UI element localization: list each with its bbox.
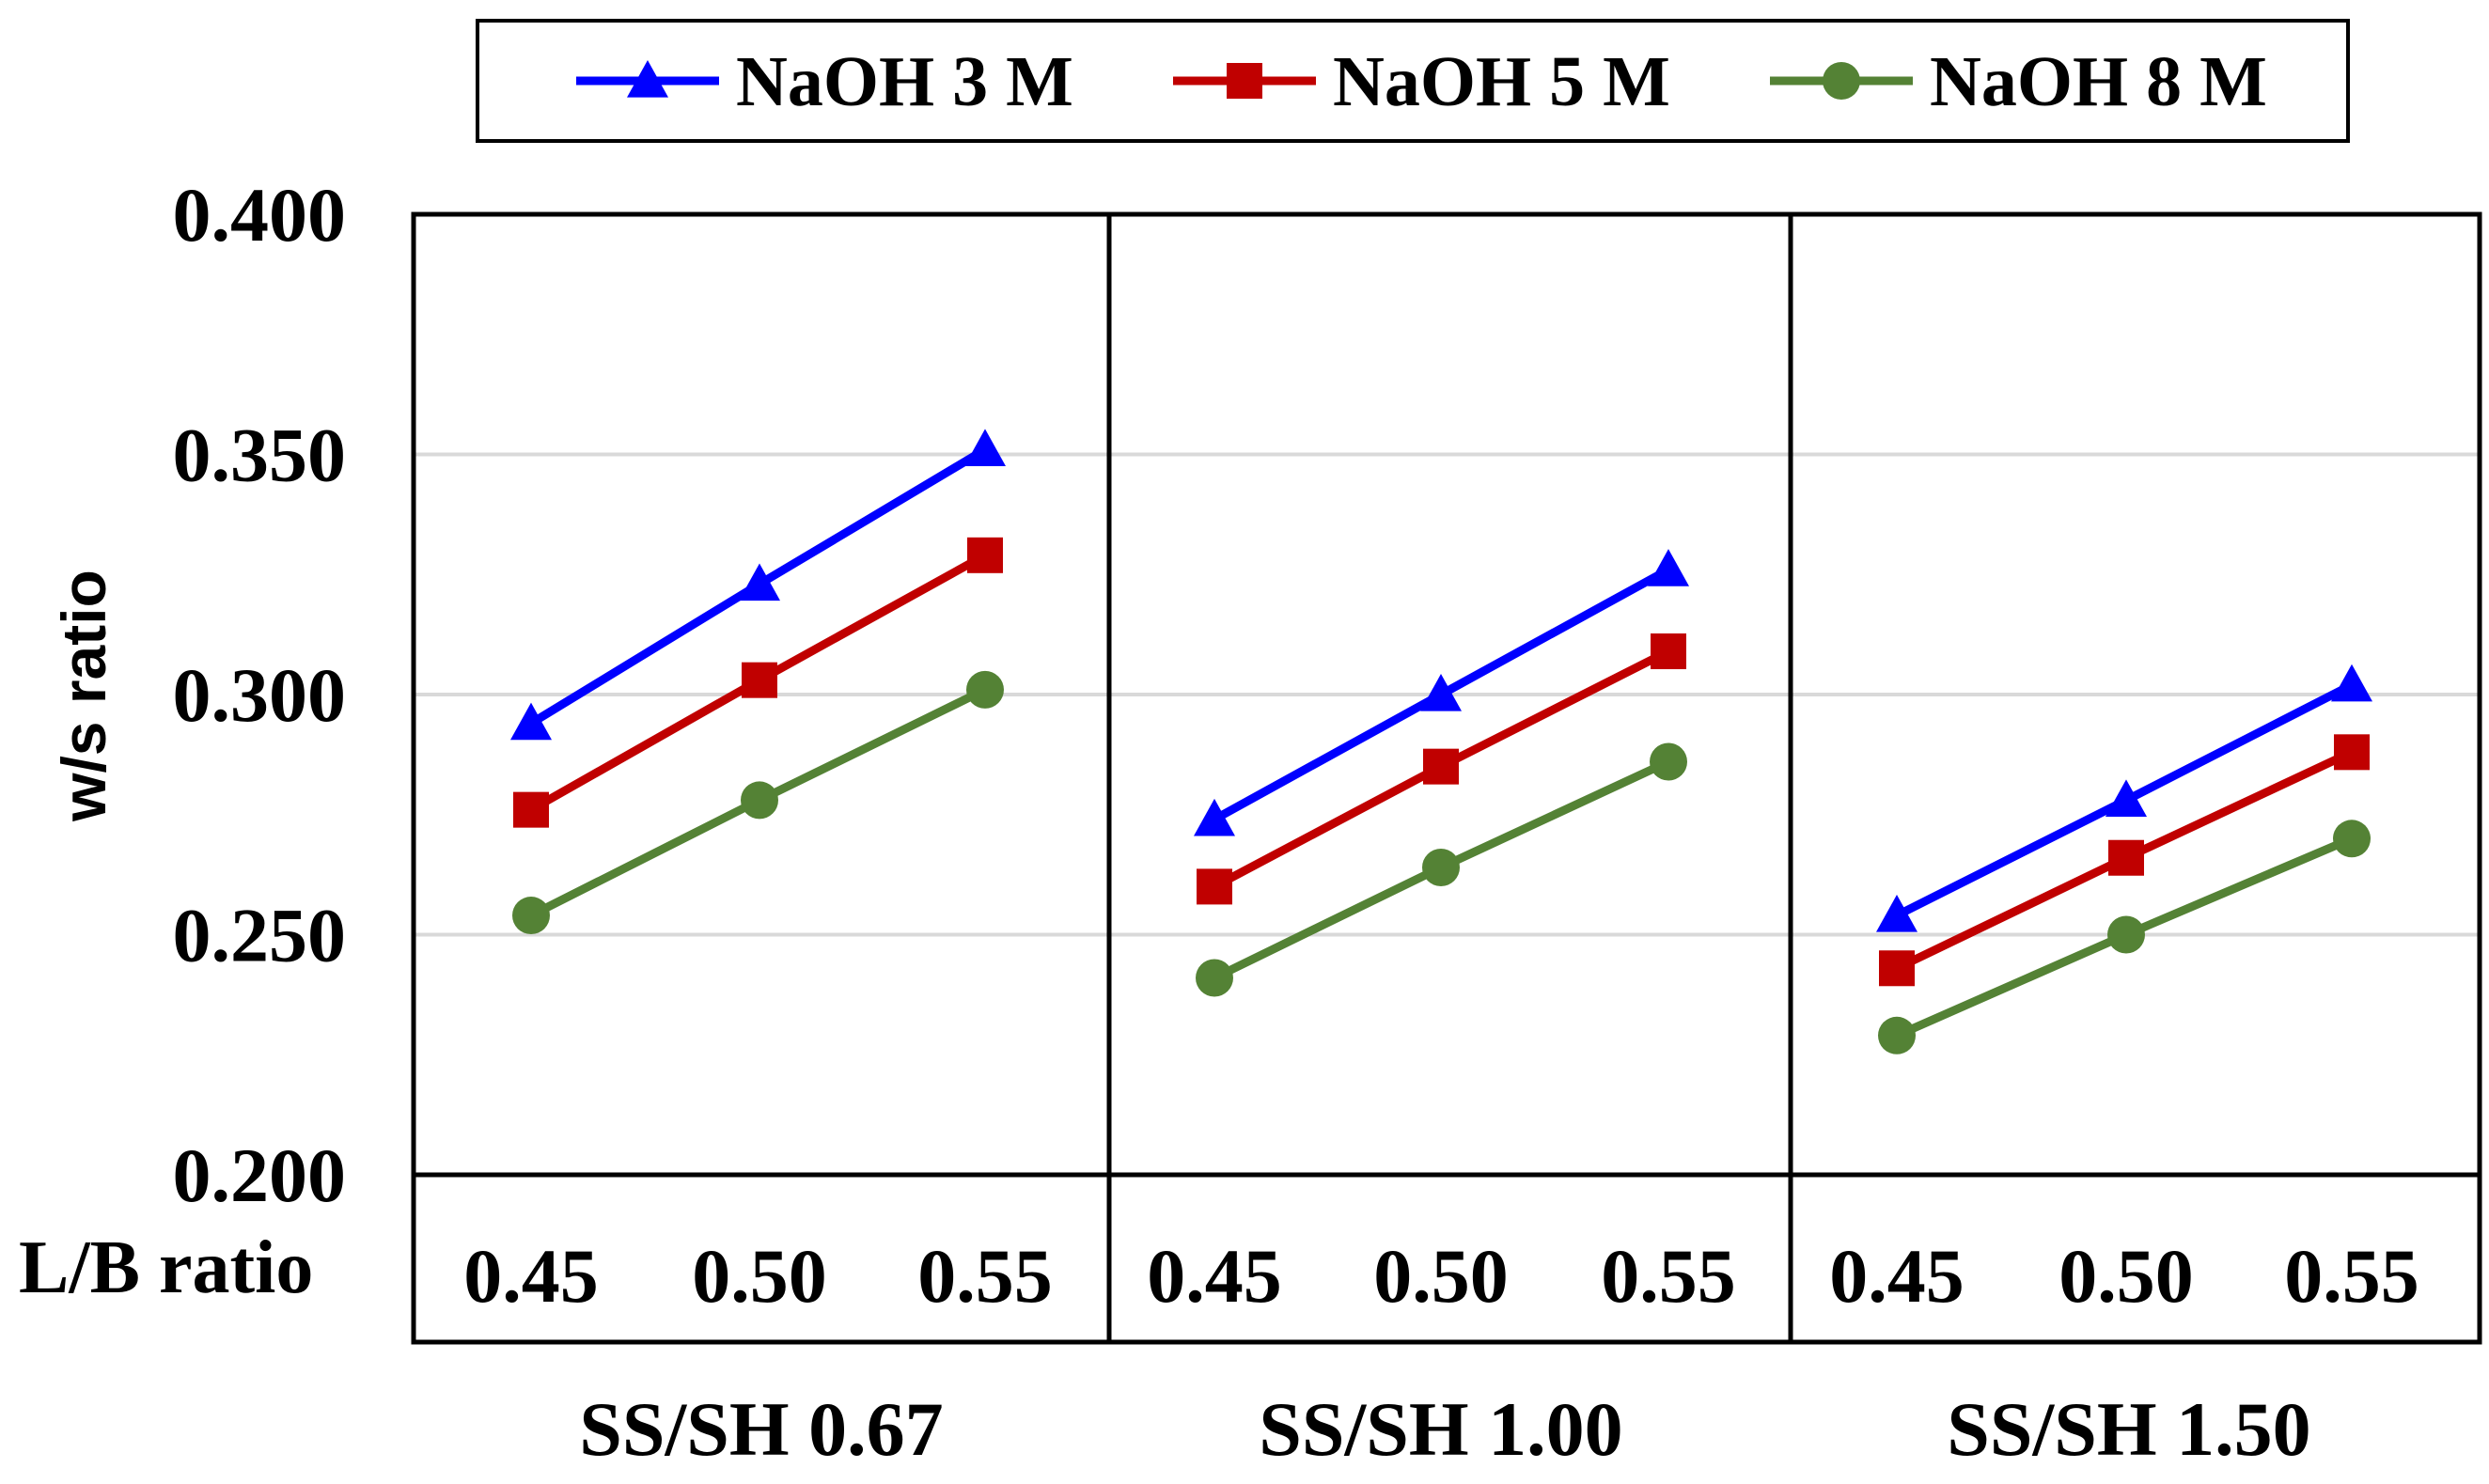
data-point [1648, 549, 1689, 586]
data-point [512, 897, 550, 935]
y-tick-label: 0.200 [173, 1133, 347, 1218]
data-point [966, 670, 1004, 709]
data-point [1423, 748, 1459, 785]
y-tick-label: 0.250 [173, 893, 347, 978]
legend-item-1: NaOH 5 M [1173, 42, 1670, 121]
data-point [1422, 848, 1460, 886]
plot-frame [411, 211, 2482, 1345]
x-tick-label: 0.50 [1373, 1233, 1509, 1319]
data-point [510, 702, 552, 741]
x-tick-label: 0.55 [1601, 1233, 1736, 1319]
data-point [2331, 664, 2372, 702]
x-tick-label: 0.45 [1829, 1233, 1965, 1319]
y-axis-ticks: 0.200 0.250 0.300 0.350 0.400 [173, 172, 347, 1218]
data-point [739, 563, 780, 601]
data-point [1651, 633, 1686, 670]
series-layer [510, 429, 2372, 1054]
data-point [2333, 820, 2371, 858]
legend-item-0: NaOH 3 M [576, 42, 1073, 121]
data-point [1420, 674, 1462, 711]
x-tick-label: 0.50 [2059, 1233, 2194, 1319]
group-label: SS/SH 1.50 [1947, 1386, 2310, 1472]
data-point [1876, 895, 1918, 932]
legend-marker-circle [1823, 62, 1860, 100]
data-point [967, 537, 1003, 573]
legend-label: NaOH 5 M [1333, 42, 1670, 121]
y-tick-label: 0.400 [173, 172, 347, 258]
data-point [2105, 779, 2147, 818]
group-label: SS/SH 1.00 [1259, 1386, 1622, 1472]
group-label: SS/SH 0.67 [579, 1386, 943, 1472]
data-point [2334, 734, 2370, 771]
row-label: L/B ratio [19, 1226, 313, 1309]
legend-marker [1823, 62, 1860, 100]
legend: NaOH 3 M NaOH 5 M NaOH 8 M [476, 19, 2350, 143]
x-tick-label: 0.55 [917, 1233, 1053, 1319]
data-point [1879, 950, 1915, 987]
data-point [742, 662, 777, 698]
data-point [964, 429, 1006, 466]
group-labels: SS/SH 0.67 SS/SH 1.00 SS/SH 1.50 [579, 1386, 2310, 1472]
legend-marker-square [1227, 63, 1262, 99]
data-point [1197, 868, 1232, 905]
data-point [1650, 742, 1687, 781]
data-point [2108, 839, 2144, 876]
legend-marker [627, 60, 668, 98]
y-tick-label: 0.300 [173, 652, 347, 738]
legend-box [476, 19, 2350, 143]
y-tick-label: 0.350 [173, 413, 347, 498]
data-point [741, 781, 778, 820]
x-tick-label: 0.45 [1147, 1233, 1282, 1319]
y-axis-label: w/s ratio [49, 570, 118, 822]
data-point [2107, 915, 2145, 954]
x-tick-label: 0.55 [2284, 1233, 2419, 1319]
legend-marker [1227, 63, 1262, 99]
x-tick-label: 0.45 [463, 1233, 599, 1319]
data-point [513, 791, 549, 828]
x-tick-label: 0.50 [692, 1233, 827, 1319]
data-point [1194, 798, 1235, 836]
data-point [1878, 1016, 1916, 1054]
legend-item-2: NaOH 8 M [1770, 42, 2267, 121]
legend-label: NaOH 3 M [736, 42, 1073, 121]
legend-label: NaOH 8 M [1930, 42, 2267, 121]
x-axis-ticks: 0.45 0.50 0.55 0.45 0.50 0.55 0.45 0.50 0.55 [463, 1233, 2419, 1319]
legend-marker-triangle [627, 60, 668, 98]
data-point [1196, 959, 1233, 997]
